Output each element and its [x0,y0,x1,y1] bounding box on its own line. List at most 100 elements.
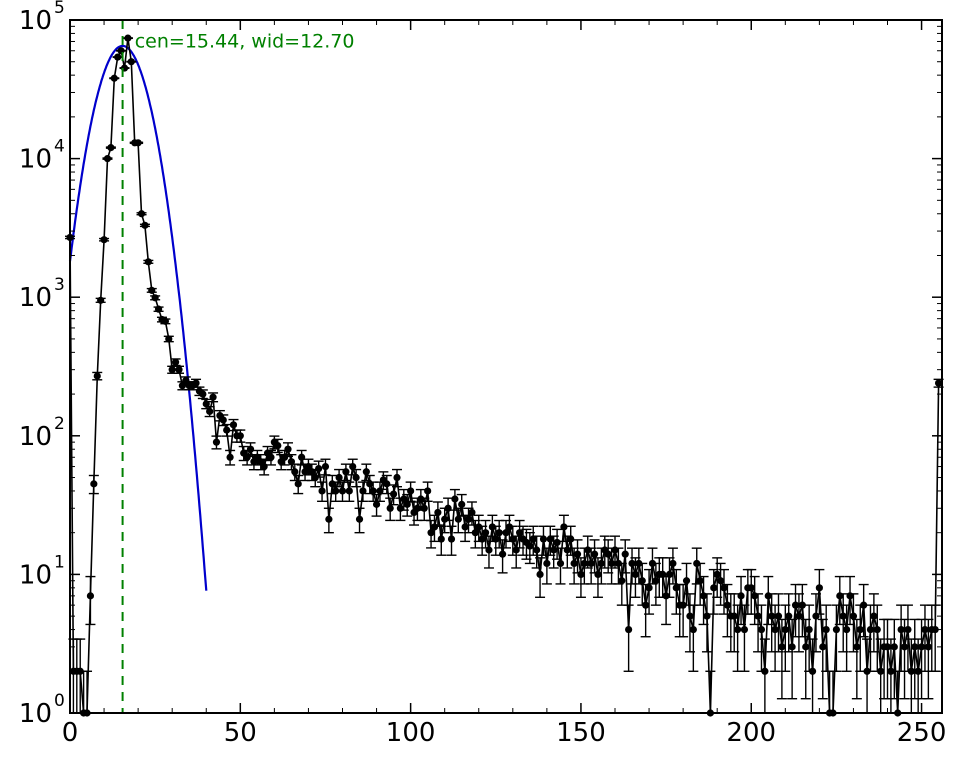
data-point [774,612,783,620]
data-point [860,601,868,609]
y-tick-exponent: 2 [54,414,65,434]
data-point [328,480,336,488]
data-point [560,523,568,531]
data-point [911,643,919,651]
y-tick-label: 10 [19,560,52,590]
data-point [315,464,323,473]
data-point [849,612,858,620]
data-point [403,500,411,508]
data-point [802,643,810,651]
data-point [335,473,343,482]
data-point [451,495,459,503]
data-point [652,577,660,585]
data-point [481,529,490,537]
data-point [325,515,333,523]
data-point [689,625,697,634]
data-point [573,550,582,558]
data-point [209,393,217,401]
data-point [614,559,623,568]
data-point [710,584,718,592]
data-point [498,550,507,558]
data-point [734,625,742,634]
data-point [100,236,108,244]
data-point [509,535,517,543]
y-tick-exponent: 3 [54,275,65,295]
data-point [740,625,749,634]
data-point [342,468,350,476]
data-point [877,667,885,675]
data-point [863,667,871,675]
data-point [168,366,176,374]
data-point [161,317,169,325]
data-point [434,508,442,517]
data-point [720,584,728,592]
data-point [478,535,486,543]
data-point [127,58,135,66]
data-point [546,535,554,543]
data-point [117,47,125,55]
data-point [550,546,558,554]
data-point [778,643,786,651]
data-point [682,577,691,585]
data-point [570,559,578,568]
data-point [843,625,851,634]
data-point [318,487,326,495]
data-point [679,601,687,609]
data-point [873,625,881,634]
fit-curve [68,44,208,591]
data-point [424,487,432,495]
data-point [645,584,653,592]
data-point [430,523,439,531]
data-point [383,480,391,488]
data-point [151,294,159,302]
data-point [730,612,738,620]
data-point [536,570,544,579]
data-point [819,643,827,651]
data-point [97,296,105,304]
data-point [148,286,156,294]
data-point [659,570,667,579]
data-point [771,625,779,634]
data-point [144,258,152,266]
data-point [914,667,922,675]
data-point [219,416,227,424]
y-tick-exponent: 5 [54,0,65,18]
data-point [366,480,374,488]
data-point [897,625,905,634]
data-point [839,612,847,620]
data-point [280,453,289,461]
data-point [352,473,360,482]
data-point [512,546,520,554]
data-point [134,139,142,147]
data-point [795,612,803,620]
data-point [587,559,595,568]
plot-frame [69,19,943,714]
data-point [539,535,548,543]
data-point [308,468,316,476]
data-point [611,546,619,554]
data-point [791,601,800,609]
data-point [389,490,398,498]
data-point [533,546,541,554]
data-point [229,421,238,429]
data-point [461,523,469,531]
data-point [883,643,892,651]
data-point [349,462,357,471]
data-point [696,577,704,585]
data-point [488,523,496,531]
data-point [934,379,943,387]
data-point [437,535,445,543]
data-point [866,625,875,634]
data-point [870,612,878,620]
data-point [304,462,313,471]
data-point [464,515,473,523]
data-point [260,462,268,471]
data-point [355,515,364,523]
data-point [284,445,292,453]
y-tick-label: 10 [19,699,52,729]
y-tick-exponent: 1 [54,552,65,572]
data-point [192,379,200,387]
data-point [713,570,721,579]
data-point [594,570,602,579]
data-point [485,546,493,554]
